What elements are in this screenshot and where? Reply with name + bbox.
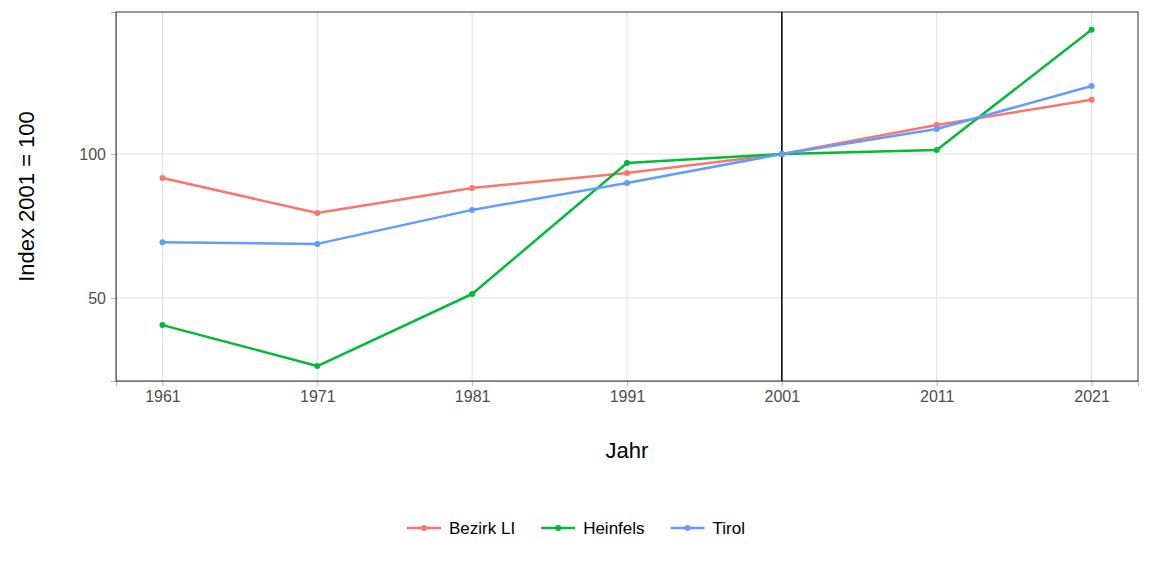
- series-point: [159, 239, 165, 245]
- tick-mark: [627, 381, 628, 386]
- tick-label: 100: [79, 146, 106, 163]
- series-point: [624, 180, 630, 186]
- series-point: [779, 151, 785, 157]
- series-point: [1089, 83, 1095, 89]
- tick: 2011: [920, 381, 955, 405]
- series: [159, 27, 1094, 369]
- legend-label: Tirol: [713, 519, 745, 538]
- legend-marker: [421, 525, 427, 531]
- y-axis-title: Index 2001 = 100: [14, 111, 39, 282]
- series-line: [162, 86, 1091, 244]
- series-point: [779, 151, 785, 157]
- tick-mark: [317, 381, 318, 386]
- tick: 50: [88, 290, 116, 307]
- tick-mark: [111, 298, 116, 299]
- legend-label: Heinfels: [583, 519, 644, 538]
- series-point: [624, 160, 630, 166]
- series-point: [314, 363, 320, 369]
- tick-label: 1961: [145, 388, 181, 405]
- axis-line: [117, 382, 1139, 387]
- legend-marker: [685, 525, 691, 531]
- tick: 2001: [765, 381, 801, 405]
- series-point: [314, 210, 320, 216]
- tick-mark: [1092, 381, 1093, 386]
- tick-label: 1991: [610, 388, 646, 405]
- tick: 100: [79, 146, 116, 163]
- legend-label: Bezirk LI: [449, 519, 515, 538]
- series-point: [934, 126, 940, 132]
- tick-label: 2001: [765, 388, 801, 405]
- series-point: [159, 322, 165, 328]
- tick-label: 2011: [920, 388, 955, 405]
- x-axis-title: Jahr: [606, 438, 649, 463]
- series: [159, 97, 1094, 216]
- legend-marker: [555, 525, 561, 531]
- plot-frame: [116, 12, 1138, 381]
- tick-label: 1981: [455, 388, 491, 405]
- series: [159, 83, 1094, 247]
- series-line: [162, 100, 1091, 213]
- series-point: [469, 291, 475, 297]
- grid-line: [472, 12, 473, 381]
- series-point: [469, 185, 475, 191]
- plot-area: [159, 12, 1094, 381]
- legend: Bezirk LI Heinfels Tirol: [407, 519, 745, 538]
- tick-label: 1971: [300, 388, 336, 405]
- series-point: [159, 175, 165, 181]
- grid-line: [627, 12, 628, 381]
- series-point: [1089, 97, 1095, 103]
- tick-label: 50: [88, 290, 106, 307]
- tick-mark: [162, 381, 163, 386]
- tick-mark: [937, 381, 938, 386]
- x-axis: 1961 1971 1981 1991 2001 2011 2021: [117, 381, 1139, 405]
- legend-item: Bezirk LI: [407, 519, 515, 538]
- grid-line: [781, 12, 782, 381]
- grid-line: [1091, 12, 1092, 381]
- series-point: [469, 207, 475, 213]
- series-point: [624, 170, 630, 176]
- chart: 1961 1971 1981 1991 2001 2011 2021 50 100 Jahr Ind…: [0, 0, 1152, 576]
- series-point: [779, 151, 785, 157]
- tick-mark: [111, 154, 116, 155]
- legend-item: Heinfels: [541, 519, 644, 538]
- series-point: [1089, 27, 1095, 33]
- series-point: [934, 147, 940, 153]
- tick: 1971: [300, 381, 336, 405]
- tick: 1991: [610, 381, 646, 405]
- grid: [116, 12, 1138, 381]
- series-point: [314, 241, 320, 247]
- series-line: [162, 30, 1091, 366]
- tick: 1981: [455, 381, 491, 405]
- tick-mark: [782, 381, 783, 386]
- tick: 1961: [145, 381, 181, 405]
- tick: 2021: [1074, 381, 1110, 405]
- grid-line: [317, 12, 318, 381]
- grid-line: [936, 12, 937, 381]
- y-axis: 50 100: [79, 13, 116, 382]
- tick-label: 2021: [1074, 388, 1110, 405]
- reference-line: [781, 12, 783, 381]
- tick-mark: [472, 381, 473, 386]
- legend-item: Tirol: [671, 519, 745, 538]
